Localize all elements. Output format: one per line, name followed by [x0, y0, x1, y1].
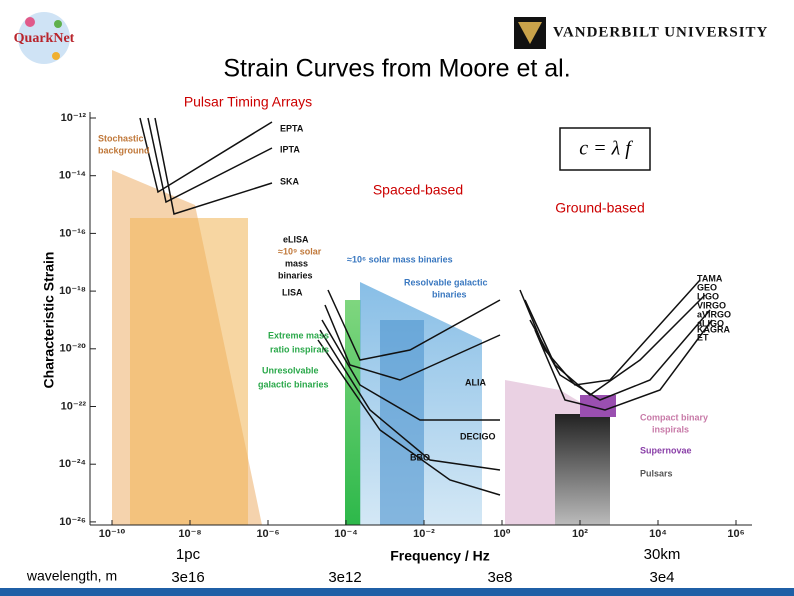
- ticks: 10⁻¹² 10⁻¹⁴ 10⁻¹⁶ 10⁻¹⁸ 10⁻²⁰ 10⁻²² 10⁻²⁴ 10⁻²⁶…: [59, 112, 752, 540]
- wavelength-top: 1pc: [176, 546, 201, 563]
- region-label: aVIRGO: [697, 309, 731, 319]
- y-tick-label: 10⁻²²: [61, 400, 87, 412]
- region-label: inspirals: [652, 424, 689, 434]
- x-tick-label: 10⁴: [649, 528, 667, 540]
- region-label: Compact binary: [640, 412, 708, 422]
- formula-box: [559, 127, 651, 171]
- y-tick-label: 10⁻²⁴: [59, 458, 86, 470]
- university-name: VANDERBILT UNIVERSITY: [553, 24, 768, 40]
- curve: [524, 294, 706, 396]
- x-tick-label: 10⁻⁴: [334, 528, 357, 540]
- wavelength-value: 3e16: [171, 569, 204, 586]
- region-label: Supernovae: [640, 445, 692, 455]
- x-axis-label: Frequency / Hz: [390, 548, 490, 564]
- region-labels: Stochastic background EPTA IPTA SKA eLISA ≈10⁹…: [98, 123, 731, 478]
- curve: [319, 329, 501, 471]
- region-label: ET: [697, 332, 709, 342]
- x-tick-label: 10⁻¹⁰: [99, 528, 126, 540]
- wavelength-value: 3e8: [487, 569, 512, 586]
- region-label: GEO: [697, 282, 717, 292]
- x-tick-label: 10⁻²: [413, 528, 435, 540]
- vanderbilt-logo: VANDERBILT UNIVERSITY: [514, 17, 768, 49]
- region-label: ≈10⁹ solar: [278, 246, 322, 256]
- region-label: KAGRA: [697, 324, 730, 334]
- region-label: Resolvable galactic: [404, 277, 488, 287]
- region-label: Extreme mass: [268, 330, 329, 340]
- formula: c = λ f: [579, 138, 633, 160]
- x-tick-label: 10⁻⁸: [178, 528, 201, 540]
- region-label: DECIGO: [460, 431, 496, 441]
- wavelength-row: 1pc 3e16 3e12 3e8 30km 3e4: [171, 546, 680, 586]
- y-tick-label: 10⁻¹²: [61, 112, 87, 124]
- region-label: TAMA: [697, 273, 723, 283]
- region-label: LIGO: [697, 291, 719, 301]
- curve: [139, 117, 273, 194]
- annotation: Spaced-based: [373, 182, 463, 198]
- y-tick-label: 10⁻¹⁸: [59, 285, 86, 297]
- curve: [321, 319, 500, 421]
- region: [345, 300, 361, 525]
- x-tick-label: 10⁰: [493, 528, 510, 540]
- region-label: Unresolvable: [262, 365, 319, 375]
- curve: [317, 339, 501, 496]
- region-label: background: [98, 145, 150, 155]
- annotation: Pulsar Timing Arrays: [184, 94, 312, 110]
- region: [555, 414, 610, 525]
- region-label: Stochastic: [98, 133, 144, 143]
- region-label: eLISA: [283, 234, 309, 244]
- region: [380, 320, 424, 525]
- region-label: VIRGO: [697, 300, 726, 310]
- curve: [534, 319, 713, 411]
- y-axis-label: Characteristic Strain: [41, 252, 57, 389]
- logo-text: QuarkNet: [14, 31, 75, 46]
- slide-title: Strain Curves from Moore et al.: [223, 55, 570, 83]
- region-label: SKA: [280, 176, 300, 186]
- region-label: IPTA: [280, 144, 300, 154]
- region-label: binaries: [432, 289, 467, 299]
- y-tick-label: 10⁻¹⁶: [59, 227, 86, 239]
- annotation: Ground-based: [555, 200, 645, 216]
- region-label: Pulsars: [640, 468, 673, 478]
- region-label: binaries: [278, 270, 313, 280]
- region: [130, 218, 248, 525]
- x-tick-label: 10²: [572, 528, 588, 540]
- row-label: wavelength, m: [26, 568, 117, 584]
- region-label: ≈10⁶ solar mass binaries: [347, 254, 453, 264]
- curve: [147, 117, 273, 204]
- region-label: ratio inspirals: [270, 344, 329, 354]
- curve: [529, 309, 711, 401]
- wavelength-top: 30km: [644, 546, 681, 563]
- region: [580, 395, 616, 417]
- x-tick-label: 10⁻⁶: [256, 528, 279, 540]
- curve: [154, 117, 273, 215]
- region-label: aLIGO: [697, 318, 724, 328]
- y-tick-label: 10⁻²⁰: [59, 343, 86, 355]
- x-tick-label: 10⁶: [727, 528, 744, 540]
- region-label: ALIA: [465, 377, 486, 387]
- wavelength-value: 3e12: [328, 569, 361, 586]
- footer-bar: [0, 588, 794, 596]
- region-label: BBO: [410, 452, 430, 462]
- curve: [327, 289, 501, 361]
- region-label: mass: [285, 258, 308, 268]
- wavelength-value: 3e4: [649, 569, 674, 586]
- curve: [324, 304, 501, 381]
- region-label: galactic binaries: [258, 379, 329, 389]
- region-label: LISA: [282, 287, 303, 297]
- y-tick-label: 10⁻²⁶: [59, 516, 86, 528]
- region-label: EPTA: [280, 123, 304, 133]
- y-tick-label: 10⁻¹⁴: [59, 170, 86, 182]
- quarknet-logo: QuarkNet: [14, 12, 75, 64]
